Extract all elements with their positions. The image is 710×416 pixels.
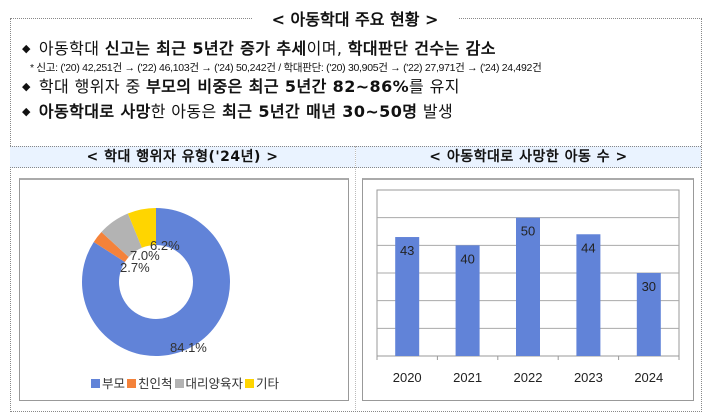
chart-legend: 부모 친인척 대리양육자 기타	[20, 373, 348, 392]
diamond-bullet-icon: ◆	[22, 42, 31, 55]
slice-label: 7.0%	[130, 248, 160, 263]
bullet-text: 학대 행위자 중	[38, 77, 147, 96]
legend-swatch	[245, 379, 255, 388]
x-tick-label: 2020	[393, 370, 422, 385]
legend-label: 부모	[101, 376, 125, 391]
bar-chart-box: 43 2020 40 2021 50 2022 44 2023 30 2024	[362, 178, 694, 401]
x-tick-label: 2024	[634, 370, 663, 385]
bullet-text: 최근 5년간 매년 30~50명	[222, 102, 418, 121]
bar-2022	[516, 217, 540, 356]
footnote: * 신고: ('20) 42,251건 → ('22) 46,103건 → ('…	[30, 62, 542, 74]
legend-swatch	[126, 379, 136, 388]
legend-swatch	[174, 379, 184, 388]
slice-label: 6.2%	[150, 238, 180, 253]
bullet-1: ◆ 아동학대 신고는 최근 5년간 증가 추세이며, 학대판단 건수는 감소	[22, 38, 702, 60]
bar-2023	[576, 234, 601, 356]
bullet-text: 아동학대로 사망	[38, 102, 151, 121]
x-tick-label: 2021	[453, 370, 482, 385]
donut-chart: 84.1% 2.7%7.0%6.2%	[82, 208, 231, 356]
diamond-bullet-icon: ◆	[22, 105, 31, 118]
legend-swatch	[90, 379, 100, 388]
bullet-text: 아동학대	[38, 39, 105, 58]
bar-value-label: 43	[400, 243, 414, 258]
bar-value-label: 30	[642, 279, 656, 294]
x-tick-label: 2022	[514, 370, 543, 385]
legend-label: 기타	[256, 376, 280, 391]
legend-label: 대리양육자	[185, 376, 244, 391]
bullet-text: 를 유지	[409, 77, 460, 96]
bullet-text: 발생	[417, 102, 454, 121]
legend-label: 친인척	[137, 376, 173, 391]
bar-2020	[395, 237, 420, 356]
bullet-2: ◆ 학대 행위자 중 부모의 비중은 최근 5년간 82~86%를 유지	[22, 76, 702, 98]
bar-value-label: 50	[521, 224, 535, 239]
bullet-text: 한 아동은	[150, 102, 223, 121]
slice-label: 84.1%	[170, 340, 207, 355]
donut-slice-대리양육자	[101, 213, 142, 258]
bar-2021	[455, 245, 480, 356]
bullet-text: 이며,	[306, 39, 348, 58]
bar-panel-title: < 아동학대로 사망한 아동 수 >	[356, 146, 701, 168]
donut-slice-기타	[127, 208, 156, 248]
slice-label: 2.7%	[120, 260, 150, 275]
donut-panel: < 학대 행위자 유형('24년) > 84.1% 2.7% 7.0% 6.2% 부모…	[10, 146, 355, 410]
donut-chart-box: 84.1% 2.7% 7.0% 6.2% 부모 친인척 대리양육자 기타	[19, 178, 349, 401]
bar-value-label: 44	[581, 240, 595, 255]
bullet-text: 부모의 비중은 최근 5년간 82~86%	[146, 77, 410, 96]
bar-2024	[636, 273, 661, 356]
bullet-3: ◆ 아동학대로 사망한 아동은 최근 5년간 매년 30~50명 발생	[22, 101, 702, 123]
page-title: < 아동학대 주요 현황 >	[0, 6, 710, 30]
donut-panel-title: < 학대 행위자 유형('24년) >	[10, 146, 355, 168]
bar-panel: < 아동학대로 사망한 아동 수 > 43 2020 40 2021 50 2022 44 2…	[355, 146, 701, 410]
diamond-bullet-icon: ◆	[22, 80, 31, 93]
donut-slice-부모	[82, 208, 231, 356]
bullet-list: ◆ 아동학대 신고는 최근 5년간 증가 추세이며, 학대판단 건수는 감소 * …	[22, 38, 702, 123]
bar-value-label: 40	[460, 251, 474, 266]
bar-chart: 43 2020 40 2021 50 2022 44 2023 30 2024	[376, 189, 680, 385]
x-tick-label: 2023	[574, 370, 603, 385]
bullet-text: 학대판단 건수는 감소	[347, 39, 496, 58]
bullet-text: 신고는 최근 5년간 증가 추세	[104, 39, 307, 58]
donut-slice-친인척	[93, 232, 129, 262]
